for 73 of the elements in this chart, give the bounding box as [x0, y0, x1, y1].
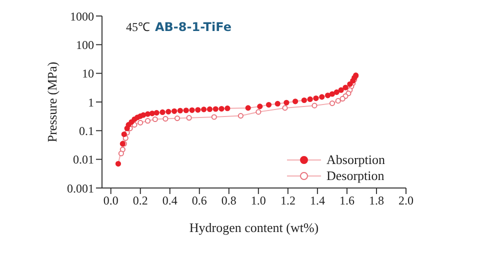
- point: [292, 98, 298, 104]
- point: [144, 111, 151, 117]
- point: [224, 106, 230, 112]
- point: [274, 100, 280, 107]
- point: [140, 112, 146, 118]
- point: [162, 116, 168, 122]
- point: [256, 109, 262, 115]
- point: [166, 108, 172, 114]
- point: [284, 100, 290, 106]
- y-tick-label: 0.001: [67, 181, 94, 196]
- point: [138, 120, 144, 126]
- point: [334, 89, 340, 95]
- y-tick-label: 0.01: [73, 152, 94, 167]
- point: [338, 87, 344, 93]
- point: [144, 118, 151, 124]
- point: [245, 105, 251, 111]
- point: [177, 108, 184, 114]
- point: [340, 96, 346, 102]
- point: [212, 106, 218, 112]
- y-tick-label: 1000: [70, 9, 94, 24]
- x-tick-label: 0.4: [162, 194, 178, 208]
- y-tick-label: 0.1: [79, 124, 94, 138]
- x-tick-label: 0.0: [103, 194, 118, 208]
- point: [115, 160, 122, 167]
- point: [149, 110, 155, 116]
- point: [342, 84, 348, 90]
- x-tick-label: 1.6: [339, 194, 354, 208]
- point: [266, 102, 272, 108]
- point: [201, 106, 207, 112]
- point: [335, 98, 341, 104]
- legend-label: Desorption: [326, 168, 384, 184]
- y-tick-label: 1: [88, 95, 94, 110]
- point: [152, 116, 158, 122]
- x-tick-label: 2.0: [398, 194, 414, 208]
- point: [174, 116, 180, 122]
- point: [211, 114, 217, 120]
- y-tick-label: 10: [82, 66, 94, 81]
- point: [218, 106, 224, 112]
- point: [347, 81, 353, 87]
- point: [186, 115, 192, 121]
- point: [324, 92, 331, 98]
- point: [172, 108, 178, 114]
- x-tick-label: 0.8: [221, 194, 236, 208]
- point: [329, 91, 336, 97]
- x-tick-label: 0.6: [192, 194, 207, 208]
- point: [154, 110, 160, 116]
- point: [312, 102, 318, 108]
- y-axis-title: Pressure (MPa): [44, 62, 60, 142]
- point: [257, 104, 263, 110]
- x-tick-label: 1.2: [280, 194, 296, 208]
- point: [189, 107, 195, 113]
- point: [319, 94, 325, 100]
- point: [282, 105, 288, 111]
- x-tick-label: 1.8: [368, 194, 384, 208]
- annotation: AB-8-1-TiFe: [155, 20, 232, 34]
- point: [118, 150, 124, 156]
- point: [301, 97, 307, 104]
- x-tick-label: 0.2: [132, 194, 148, 208]
- point: [195, 107, 201, 113]
- point: [329, 100, 336, 106]
- x-tick-label: 1.0: [250, 194, 266, 208]
- y-tick-label: 100: [76, 38, 94, 52]
- point: [183, 108, 189, 114]
- point: [121, 131, 127, 138]
- point: [206, 106, 213, 112]
- point: [238, 113, 244, 119]
- point: [313, 95, 319, 102]
- x-tick-label: 1.4: [310, 194, 325, 208]
- legend-label: Absorption: [326, 152, 385, 168]
- x-axis-title: Hydrogen content (wt%): [189, 220, 319, 235]
- point: [160, 109, 166, 116]
- annotation: 45℃: [126, 19, 150, 35]
- point: [307, 96, 313, 102]
